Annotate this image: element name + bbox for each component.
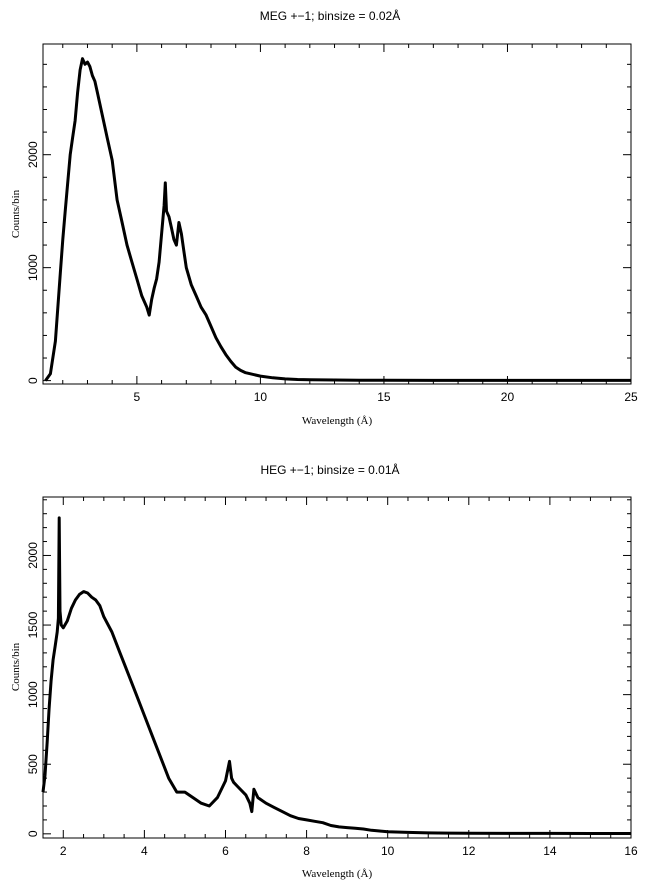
meg-x-tick-label: 5	[134, 390, 141, 404]
heg-x-axis-label: Wavelength (Å)	[302, 868, 373, 880]
heg-x-tick-label: 10	[381, 844, 395, 858]
heg-x-tick-label: 4	[141, 844, 148, 858]
heg-x-tick-label: 2	[60, 844, 67, 858]
heg-chart-title: HEG +−1; binsize = 0.01Å	[260, 462, 399, 477]
meg-y-axis-label: Counts/bin	[10, 189, 22, 238]
meg-y-ticks: 0 1000 2000	[26, 63, 631, 384]
meg-x-tick-label: 10	[254, 390, 268, 404]
heg-y-tick-label: 1500	[26, 611, 40, 638]
meg-y-tick-label: 0	[26, 377, 40, 384]
heg-y-tick-label: 1000	[26, 681, 40, 708]
meg-y-tick-label: 1000	[26, 254, 40, 281]
meg-x-tick-label: 15	[377, 390, 391, 404]
heg-y-tick-label: 2000	[26, 542, 40, 569]
heg-y-ticks: 0 500 1000 1500 2000	[26, 499, 631, 837]
heg-panel: HEG +−1; binsize = 0.01Å 0 500 1000 1500 200…	[10, 462, 638, 880]
meg-x-axis-label: Wavelength (Å)	[302, 415, 373, 427]
meg-y-tick-label: 2000	[26, 141, 40, 168]
meg-x-tick-label: 25	[624, 390, 638, 404]
meg-x-tick-label: 20	[501, 390, 515, 404]
meg-plot-frame	[42, 43, 632, 385]
heg-plot-frame	[42, 496, 632, 839]
heg-x-tick-label: 14	[543, 844, 557, 858]
heg-x-ticks: 2 4 6 8 10 12 14 16	[42, 497, 638, 858]
meg-chart-title: MEG +−1; binsize = 0.02Å	[260, 8, 400, 23]
meg-x-ticks: 5 10 15 20 25	[62, 44, 638, 404]
heg-x-tick-label: 12	[462, 844, 476, 858]
heg-y-tick-label: 0	[26, 830, 40, 837]
heg-spectrum-line	[41, 516, 631, 835]
heg-x-tick-label: 6	[222, 844, 229, 858]
meg-spectrum-line	[44, 57, 631, 382]
meg-panel: MEG +−1; binsize = 0.02Å 0 1000 2000 5 10 15…	[10, 8, 638, 427]
heg-x-tick-label: 8	[303, 844, 310, 858]
heg-y-tick-label: 500	[26, 754, 40, 774]
heg-y-axis-label: Counts/bin	[10, 642, 22, 691]
heg-x-tick-label: 16	[624, 844, 638, 858]
